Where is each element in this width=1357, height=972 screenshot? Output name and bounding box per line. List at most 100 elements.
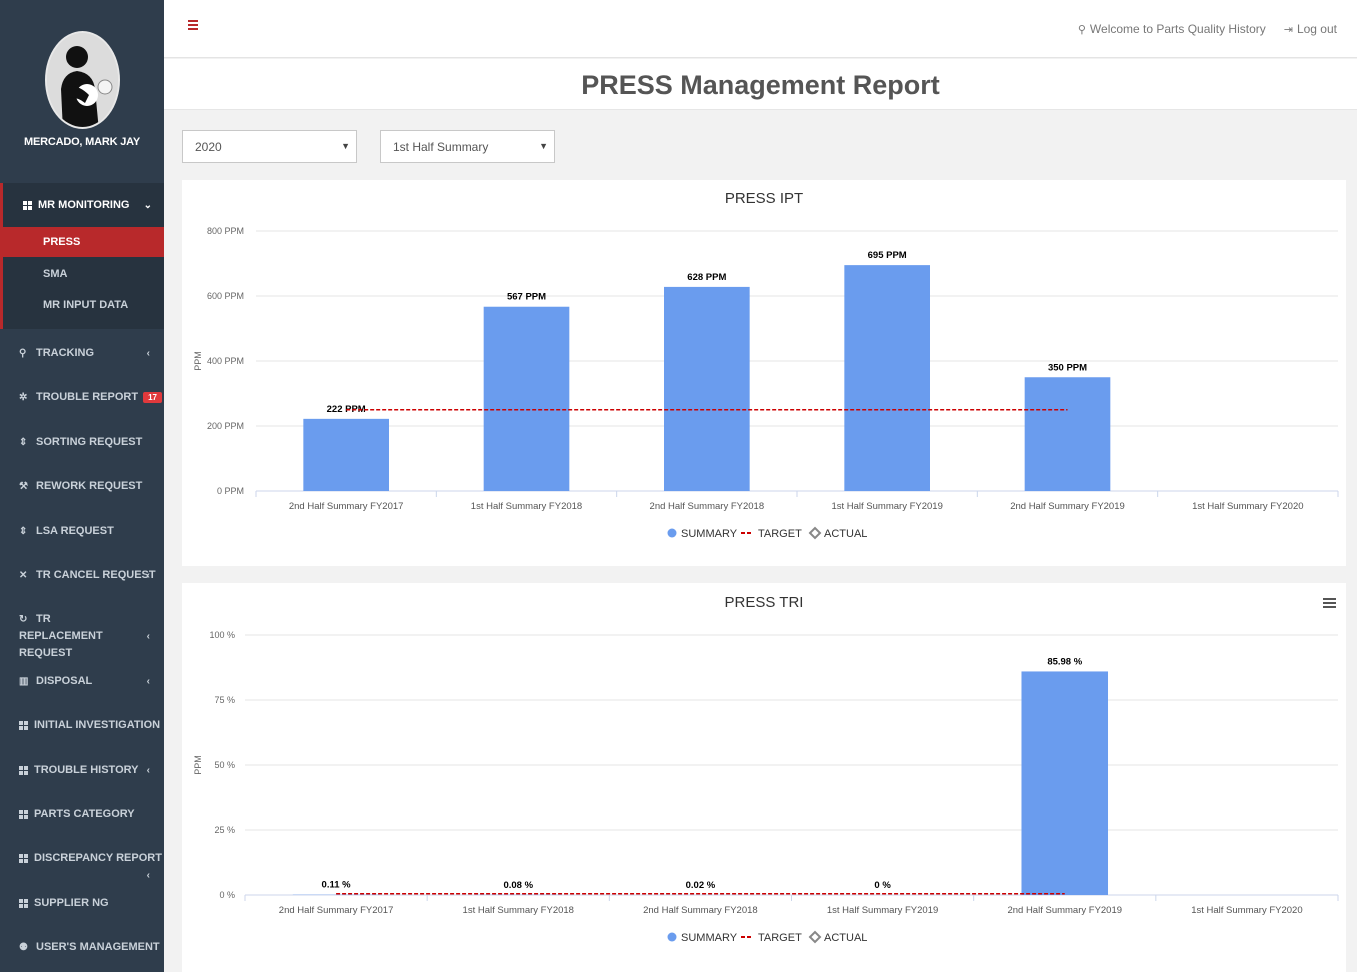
avatar (45, 31, 120, 129)
grid-icon (19, 720, 28, 730)
sidebar-item-mr-monitoring[interactable]: MR MONITORING ⌄ (3, 183, 164, 227)
period-select[interactable]: 1st Half Summary ▼ (380, 130, 555, 163)
sidebar-item-lsa-request[interactable]: ⇕ LSA REQUEST (0, 522, 164, 540)
grid-icon (19, 898, 28, 908)
legend-actual-marker (808, 930, 822, 944)
bar (1021, 671, 1109, 895)
sidebar-item-users-management[interactable]: ⚉ USER'S MANAGEMENT (0, 938, 164, 956)
chevron-left-icon: ‹ (146, 764, 150, 776)
x-tick-label: 1st Half Summary FY2019 (827, 905, 938, 916)
year-select-value: 2020 (195, 139, 222, 154)
sidebar-item-text: ↻ TR REPLACEMENT REQUEST (19, 611, 134, 662)
legend-summary-marker (667, 528, 677, 538)
x-tick-label: 2nd Half Summary FY2017 (289, 501, 404, 512)
chevron-down-icon: ▼ (539, 141, 548, 151)
sidebar-item-label: TR REPLACEMENT REQUEST (19, 613, 103, 659)
sidebar-item-label: TRACKING (36, 347, 95, 359)
x-tick-label: 2nd Half Summary FY2019 (1010, 501, 1125, 512)
data-label: 628 PPM (687, 272, 726, 283)
x-tick-label: 2nd Half Summary FY2018 (650, 501, 765, 512)
bar (1024, 377, 1111, 491)
welcome-text: Welcome to Parts Quality History (1089, 22, 1266, 36)
data-label: 0.08 % (503, 880, 533, 891)
sidebar-item-label: TROUBLE HISTORY (34, 764, 139, 776)
sidebar-item-parts-category[interactable]: PARTS CATEGORY (0, 805, 164, 823)
x-tick-label: 1st Half Summary FY2018 (471, 501, 582, 512)
sidebar-item-discrepancy-report[interactable]: DISCREPANCY REPORT ‹ (0, 850, 164, 884)
chart-tri: PRESS TRI 0 % 25 % 50 % 75 % 100 % PPM 2nd Half… (193, 594, 1339, 944)
sidebar-item-label: DISPOSAL (36, 675, 93, 687)
y-tick-label: 800 PPM (207, 226, 244, 236)
top-bar: ⚲ Welcome to Parts Quality History ⇥ Log… (164, 0, 1357, 58)
gavel-icon: ⚒ (19, 480, 28, 492)
sidebar-item-sma[interactable]: SMA (43, 268, 68, 280)
chevron-down-icon: ⌄ (143, 199, 152, 211)
x-tick-label: 1st Half Summary FY2019 (831, 501, 942, 512)
logout-text: Log out (1296, 22, 1337, 36)
sidebar-item-sorting-request[interactable]: ⇕ SORTING REQUEST (0, 433, 164, 451)
profile: MERCADO, MARK JAY (0, 0, 164, 152)
top-right-links: ⚲ Welcome to Parts Quality History ⇥ Log… (1078, 22, 1337, 36)
legend-target-label: TARGET (758, 932, 802, 944)
sidebar-item-label: INITIAL INVESTIGATION (34, 719, 161, 731)
sidebar-item-label: DISCREPANCY REPORT (34, 852, 162, 864)
search-icon: ⚲ (1077, 23, 1086, 36)
sidebar-item-tracking[interactable]: ⚲ TRACKING ‹ (0, 344, 164, 362)
chevron-left-icon: ‹ (146, 675, 150, 687)
chart-menu-icon[interactable] (1323, 598, 1336, 608)
legend-actual-label: ACTUAL (824, 528, 867, 540)
bar (664, 286, 750, 491)
chevron-down-icon: ▼ (341, 141, 350, 151)
times-icon: ✕ (19, 569, 28, 581)
data-label: 0.02 % (686, 880, 716, 891)
sidebar-item-trouble-report[interactable]: ✲ TROUBLE REPORT 17 (0, 388, 164, 406)
sidebar-item-disposal[interactable]: ▥ DISPOSAL ‹ (0, 672, 164, 690)
map-marker-icon: ⚲ (19, 347, 27, 359)
year-select[interactable]: 2020 ▼ (182, 130, 357, 163)
sidebar-item-tr-cancel-request[interactable]: ✕ TR CANCEL REQUEST ‹ (0, 566, 164, 584)
x-tick-label: 2nd Half Summary FY2017 (279, 905, 394, 916)
hamburger-menu-icon[interactable] (188, 20, 198, 30)
sidebar-item-initial-investigation[interactable]: INITIAL INVESTIGATION (0, 716, 164, 734)
title-band: PRESS Management Report (164, 59, 1357, 110)
y-tick-label: 600 PPM (207, 291, 244, 301)
x-tick-label: 2nd Half Summary FY2018 (643, 905, 758, 916)
grid-icon (19, 854, 28, 863)
x-tick-label: 1st Half Summary FY2020 (1192, 501, 1303, 512)
sidebar: MERCADO, MARK JAY MR MONITORING ⌄ PRESS … (0, 0, 164, 972)
data-label: 567 PPM (507, 292, 546, 303)
chart-panel-tri: PRESS TRI 0 % 25 % 50 % 75 % 100 % PPM 2nd Half… (182, 583, 1346, 972)
page-title: PRESS Management Report (581, 70, 940, 100)
chart-title: PRESS TRI (725, 594, 804, 611)
y-axis-label: PPM (193, 351, 203, 371)
chevron-left-icon: ‹ (146, 569, 150, 581)
sidebar-item-mr-input-data[interactable]: MR INPUT DATA (43, 299, 129, 311)
sidebar-item-label: TR CANCEL REQUEST (36, 569, 156, 581)
y-tick-label: 50 % (214, 760, 235, 770)
notification-badge: 17 (143, 391, 162, 403)
sign-out-icon: ⇥ (1283, 23, 1293, 36)
bar (483, 306, 570, 491)
chevron-left-icon: ‹ (146, 870, 150, 881)
legend-actual-marker (808, 526, 822, 540)
y-tick-label: 200 PPM (207, 421, 244, 431)
data-label: 85.98 % (1047, 656, 1082, 667)
sidebar-item-trouble-history[interactable]: TROUBLE HISTORY ‹ (0, 761, 164, 779)
refresh-icon: ↻ (19, 614, 28, 625)
user-name: MERCADO, MARK JAY (24, 136, 140, 148)
sort-icon: ⇕ (19, 436, 28, 448)
sidebar-item-supplier-ng[interactable]: SUPPLIER NG (0, 894, 164, 912)
grid-icon (23, 200, 32, 210)
sidebar-item-rework-request[interactable]: ⚒ REWORK REQUEST (0, 477, 164, 495)
avatar-image (47, 33, 118, 127)
logout-link[interactable]: ⇥ Log out (1284, 22, 1337, 36)
welcome-link[interactable]: ⚲ Welcome to Parts Quality History (1078, 22, 1266, 36)
chevron-left-icon: ‹ (146, 631, 150, 642)
grid-icon (19, 765, 28, 775)
sidebar-item-press[interactable]: PRESS (3, 227, 164, 257)
sidebar-item-tr-replacement-request[interactable]: ↻ TR REPLACEMENT REQUEST ‹ (0, 611, 164, 659)
sidebar-item-label: PARTS CATEGORY (34, 808, 135, 820)
sidebar-item-label: SUPPLIER NG (34, 897, 109, 909)
legend-summary-label: SUMMARY (681, 528, 738, 540)
y-tick-label: 25 % (214, 825, 235, 835)
